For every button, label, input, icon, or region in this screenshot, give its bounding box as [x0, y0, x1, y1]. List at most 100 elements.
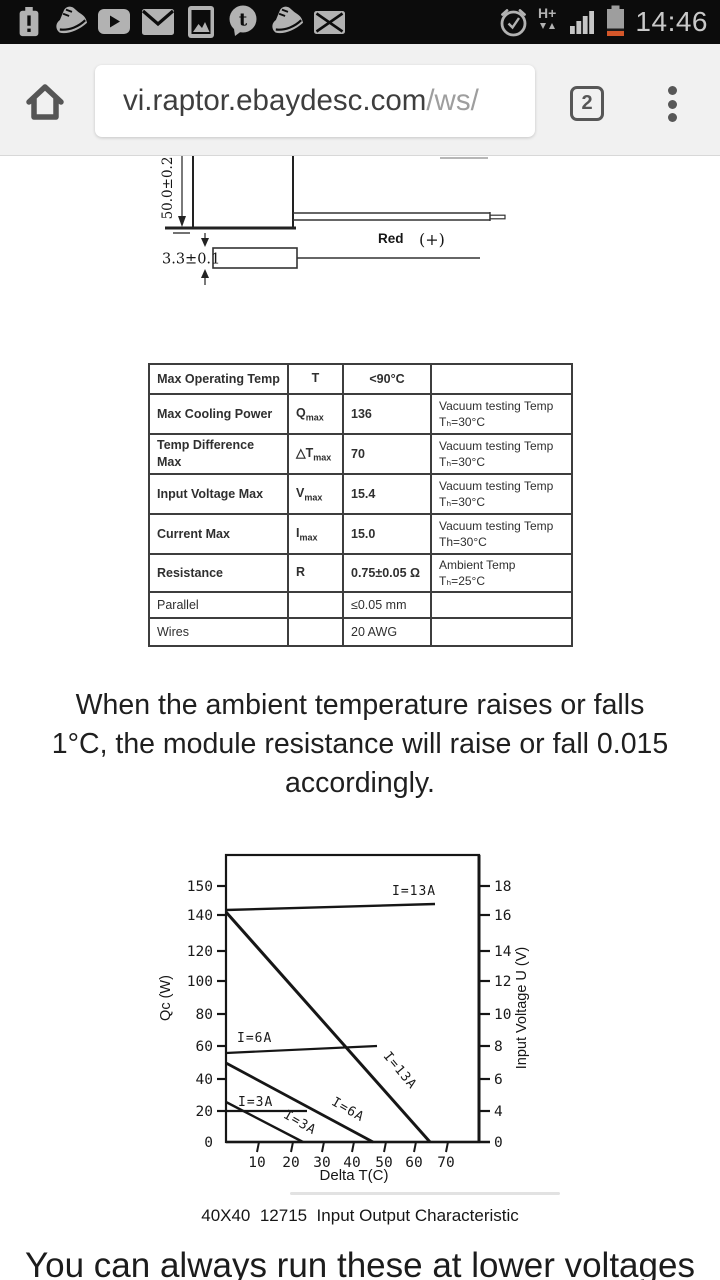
browser-toolbar: vi.raptor.ebaydesc.com/ws/ 2 [0, 44, 720, 156]
x-tick-label: 70 [437, 1155, 454, 1171]
table-row: Input Voltage Max Vmax 15.4 Vacuum testi… [148, 473, 573, 515]
table-cell: T [287, 363, 344, 395]
status-bar: t H+ [0, 0, 720, 44]
table-cell [287, 617, 344, 648]
table-cell: Qmax [287, 393, 344, 435]
table-cell: Vmax [287, 473, 344, 515]
menu-dot [667, 113, 677, 122]
table-row: Max Cooling Power Qmax 136 Vacuum testin… [148, 393, 573, 435]
table-cell [430, 363, 573, 395]
table-cell: ≤0.05 mm [342, 591, 432, 620]
y-tick-label: 8 [494, 1039, 503, 1055]
table-cell: Imax [287, 513, 344, 555]
tumblr-icon: t [229, 5, 257, 36]
qc-line-13A [224, 911, 432, 1143]
scan-artifact [290, 1192, 560, 1195]
address-bar[interactable]: vi.raptor.ebaydesc.com/ws/ [95, 65, 535, 137]
table-row: Temp Difference Max △Tmax 70 Vacuum test… [148, 433, 573, 475]
tab-count: 2 [581, 92, 593, 114]
x-axis-labels: 10 20 30 40 50 60 70 [248, 1155, 454, 1171]
table-cell: 136 [342, 393, 432, 435]
table-row: Max Operating Temp T <90°C [148, 363, 573, 395]
left-axis-ticks [217, 884, 227, 1113]
voltage-line-6A [225, 1044, 378, 1055]
table-cell [430, 591, 573, 620]
x-tick-label: 30 [313, 1155, 330, 1171]
menu-dot [667, 99, 677, 109]
table-cell: Max Cooling Power [148, 393, 289, 435]
table-row: Current Max Imax 15.0 Vacuum testing Tem… [148, 513, 573, 555]
y-tick-label: 0 [204, 1135, 213, 1151]
table-cell: Parallel [148, 591, 289, 620]
table-cell: Vacuum testing Temp Th=30°C [430, 513, 573, 555]
table-cell: Ambient Temp Tₕ=25°C [430, 552, 573, 594]
table-cell: Vacuum testing Temp Tₕ=30°C [430, 433, 573, 475]
arrow-down-icon [178, 216, 186, 227]
table-cell: △Tmax [287, 433, 344, 475]
wire-polarity-label: (+) [419, 230, 445, 249]
y-tick-label: 0 [494, 1135, 503, 1151]
module-side-view [212, 247, 298, 269]
series-label: I=6A [237, 1031, 272, 1046]
y-tick-label: 14 [494, 944, 512, 960]
x-tick-label: 40 [343, 1155, 360, 1171]
x-axis-title: Delta T(C) [320, 1167, 389, 1184]
table-cell: Current Max [148, 513, 289, 555]
y-tick-label: 12 [494, 974, 511, 990]
clock: 14:46 [635, 6, 708, 37]
wire-color-label: Red [378, 231, 404, 246]
y-tick-label: 16 [494, 908, 511, 924]
table-cell: Vacuum testing Temp Tₕ=30°C [430, 393, 573, 435]
screenshot-icon [188, 6, 214, 38]
x-tick-label: 10 [248, 1155, 265, 1171]
table-cell [287, 591, 344, 620]
table-cell: 15.0 [342, 513, 432, 555]
y-tick-label: 18 [494, 879, 511, 895]
right-axis-ticks [479, 884, 490, 1113]
table-cell: Max Operating Temp [148, 363, 289, 395]
wire-tip [489, 214, 506, 220]
figure-caption: 40X40 12715 Input Output Characteristic [201, 1206, 519, 1225]
youtube-icon [98, 9, 130, 34]
right-axis-title: Input Voltage U (V) [514, 947, 530, 1070]
y-tick-label: 100 [187, 974, 213, 990]
table-row: Wires 20 AWG [148, 617, 573, 648]
table-cell: Input Voltage Max [148, 473, 289, 515]
table-cell: 15.4 [342, 473, 432, 515]
menu-dot [667, 86, 677, 95]
thickness-dimension-label: 3.3±0.1 [162, 252, 220, 268]
table-cell: R [287, 552, 344, 594]
y-tick-label: 40 [196, 1072, 213, 1088]
browser-menu-button[interactable] [666, 86, 678, 122]
y-tick-label: 10 [494, 1007, 511, 1023]
url-path: /ws/ [426, 84, 479, 117]
table-cell: Temp Difference Max [148, 433, 289, 475]
qc-line-6A [225, 1061, 374, 1144]
y-tick-label: 80 [196, 1007, 213, 1023]
sneaker-icon [56, 6, 88, 34]
home-button[interactable] [24, 80, 66, 124]
x-tick-label: 60 [405, 1155, 422, 1171]
y-tick-label: 20 [196, 1104, 213, 1120]
y-tick-label: 6 [494, 1072, 503, 1088]
svg-text:t: t [239, 10, 248, 31]
tab-switcher-button[interactable]: 2 [570, 86, 604, 121]
series-label: I=13A [392, 884, 436, 899]
input-output-characteristic-chart: 150 140 120 100 80 60 40 20 0 18 16 14 1… [158, 853, 530, 1184]
table-cell: <90°C [342, 363, 432, 395]
right-axis-labels: 18 16 14 12 10 8 6 4 0 [494, 879, 512, 1151]
y-tick-label: 120 [187, 944, 213, 960]
table-cell: 20 AWG [342, 617, 432, 648]
system-status-icons: H+ 14:46 [497, 0, 720, 44]
arrow-down-icon [201, 238, 209, 247]
signal-strength-icon [570, 11, 595, 34]
body-paragraph: When the ambient temperature raises or f… [51, 689, 669, 799]
bottom-heading: You can always run these at lower voltag… [25, 1246, 695, 1280]
network-type-label: H+ [538, 5, 556, 21]
series-label: I=13A [380, 1049, 420, 1092]
table-cell: Wires [148, 617, 289, 648]
height-dimension-label: 50.0±0.2 [160, 157, 176, 220]
qc-line-3A [225, 1100, 304, 1144]
mail-x-icon [314, 11, 345, 34]
battery-low-icon [607, 5, 625, 36]
